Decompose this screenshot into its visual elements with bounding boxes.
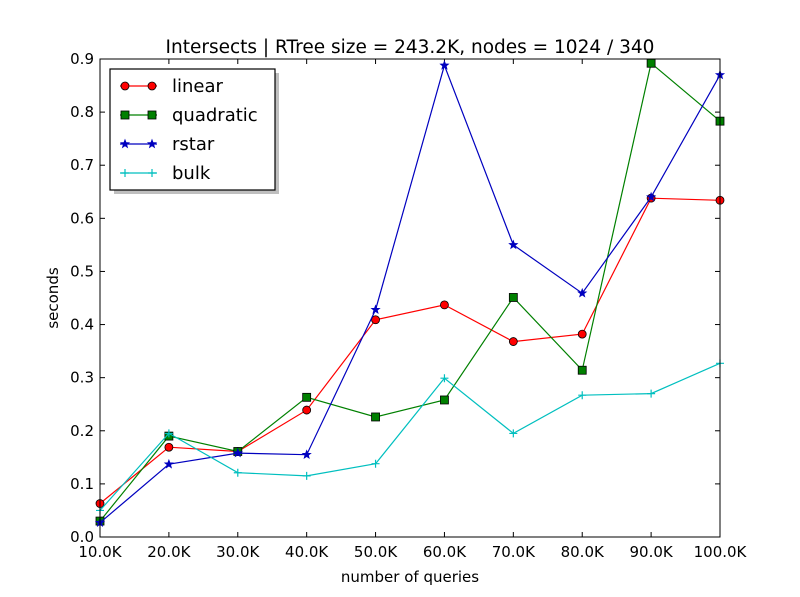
legend-label-quadratic: quadratic [172, 105, 258, 126]
legend: linear quadratic rstar bulk [109, 68, 279, 194]
axis-ticks: 10.0K 20.0K 30.0K 40.0K 50.0K 60.0K 70.0K 80.0K… [70, 50, 747, 561]
legend-marker-quadratic [120, 110, 130, 120]
legend-marker-linear [147, 81, 157, 91]
y-tick-label: 0.9 [70, 50, 94, 68]
y-tick-label: 0.1 [70, 475, 94, 493]
y-tick-label: 0.4 [70, 316, 94, 334]
legend-label-rstar: rstar [172, 134, 215, 155]
data-point-linear [371, 315, 380, 325]
data-point-bulk [233, 468, 242, 477]
legend-marker-bulk [148, 169, 156, 177]
legend-marker-bulk [121, 169, 129, 177]
legend-box [109, 68, 276, 191]
data-point-rstar [232, 447, 243, 458]
x-tick-label: 70.0K [492, 543, 536, 561]
legend-marker-rstar [119, 138, 131, 149]
legend-label-linear: linear [172, 76, 224, 97]
data-point-rstar [301, 449, 312, 460]
data-point-linear [440, 300, 449, 310]
data-point-quadratic [508, 293, 518, 302]
y-tick-label: 0.8 [70, 103, 94, 121]
x-tick-label: 100.0K [694, 543, 748, 561]
chart-title: Intersects | RTree size = 243.2K, nodes … [166, 37, 655, 58]
data-point-bulk [302, 471, 311, 480]
plot-frame [99, 58, 721, 538]
y-tick-label: 0.3 [70, 369, 94, 387]
y-tick-label: 0.7 [70, 156, 94, 174]
legend-label-bulk: bulk [172, 163, 211, 184]
legend-marker-quadratic [147, 110, 157, 120]
data-point-rstar [646, 191, 657, 202]
data-point-quadratic [577, 365, 587, 375]
x-tick-label: 90.0K [629, 543, 673, 561]
data-point-linear [577, 329, 587, 339]
legend-marker-rstar [146, 138, 158, 149]
series-line-bulk [99, 362, 721, 511]
y-axis-label: seconds [44, 267, 62, 328]
data-point-rstar [577, 287, 588, 298]
x-tick-label: 40.0K [285, 543, 329, 561]
data-point-quadratic [302, 392, 312, 402]
series-line-rstar [99, 63, 721, 524]
data-point-quadratic [371, 412, 380, 422]
data-point-linear [302, 405, 312, 415]
series-line-linear [99, 197, 721, 504]
x-tick-label: 30.0K [216, 543, 260, 561]
legend-marker-linear [120, 81, 130, 91]
data-point-rstar [439, 60, 450, 70]
data-point-quadratic [646, 58, 656, 68]
x-tick-label: 20.0K [147, 543, 191, 561]
data-point-quadratic [440, 395, 449, 405]
x-tick-label: 60.0K [423, 543, 467, 561]
data-point-bulk [578, 391, 587, 400]
x-tick-label: 10.0K [78, 543, 122, 561]
series-line-quadratic [99, 62, 721, 522]
data-point-linear [164, 442, 174, 452]
data-point-rstar [370, 304, 381, 315]
data-point-bulk [509, 429, 518, 438]
data-point-bulk [647, 389, 656, 398]
data-point-rstar [163, 458, 174, 469]
y-tick-label: 0.6 [70, 209, 94, 227]
x-axis-label: number of queries [341, 568, 479, 586]
data-point-rstar [508, 239, 519, 250]
data-point-linear [508, 337, 518, 346]
data-point-bulk [371, 459, 380, 468]
data-point-bulk [440, 374, 449, 383]
x-tick-label: 80.0K [561, 543, 605, 561]
y-tick-label: 0.2 [70, 422, 94, 440]
data-point-bulk [164, 429, 173, 438]
y-tick-label: 0.5 [70, 262, 94, 280]
y-tick-label: 0.0 [70, 528, 94, 546]
x-tick-label: 50.0K [354, 543, 398, 561]
